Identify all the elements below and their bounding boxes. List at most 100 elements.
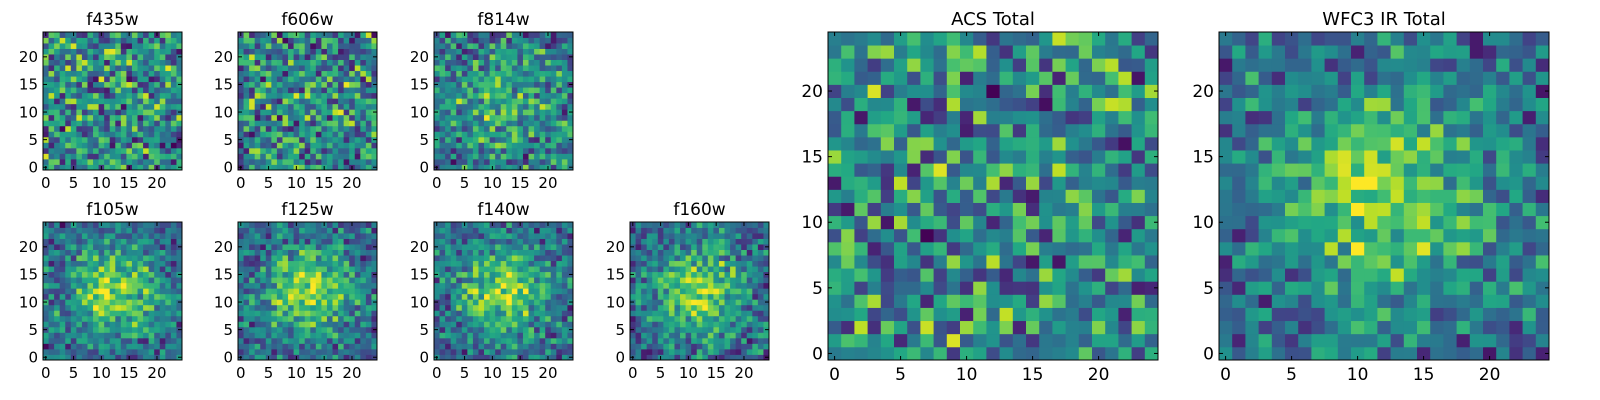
heatmap-cell: [652, 244, 659, 250]
heatmap-cell: [528, 32, 535, 38]
heatmap-cell: [528, 87, 535, 94]
heatmap-cell: [59, 54, 66, 60]
heatmap-cell: [148, 81, 155, 88]
heatmap-cell: [973, 294, 987, 308]
heatmap-cell: [763, 222, 770, 228]
heatmap-cell: [668, 310, 675, 317]
heatmap-cell: [109, 282, 116, 289]
heatmap-cell: [293, 255, 300, 262]
heatmap-cell: [371, 87, 378, 94]
heatmap-cell: [456, 59, 463, 66]
heatmap-cell: [304, 332, 311, 339]
heatmap-cell: [561, 244, 568, 250]
heatmap-cell: [321, 244, 328, 250]
heatmap-cell: [254, 164, 261, 171]
heatmap-cell: [238, 48, 244, 55]
heatmap-cell: [867, 268, 882, 282]
heatmap-cell: [326, 125, 333, 132]
heatmap-cell: [159, 348, 166, 355]
heatmap-cell: [288, 43, 294, 49]
heatmap-cell: [343, 315, 350, 322]
heatmap-cell: [735, 233, 742, 239]
heatmap-cell: [326, 48, 333, 55]
heatmap-cell: [484, 326, 490, 333]
heatmap-cell: [439, 310, 446, 317]
heatmap-cell: [1052, 333, 1066, 348]
heatmap-cell: [238, 348, 244, 355]
heatmap-cell: [360, 92, 367, 99]
heatmap-cell: [104, 326, 111, 333]
heatmap-cell: [467, 238, 474, 245]
heatmap-cell: [561, 299, 568, 306]
heatmap-cell: [1078, 281, 1093, 295]
heatmap-cell: [354, 244, 361, 250]
heatmap-cell: [332, 158, 339, 165]
heatmap-cell: [170, 92, 177, 99]
heatmap-cell: [439, 92, 446, 99]
heatmap-cell: [126, 131, 133, 138]
heatmap-cell: [109, 103, 116, 110]
heatmap-cell: [478, 304, 485, 311]
heatmap-cell: [946, 228, 961, 243]
heatmap-cell: [506, 65, 513, 72]
heatmap-cell: [478, 244, 485, 250]
heatmap-cell: [652, 354, 659, 361]
heatmap-cell: [854, 307, 868, 322]
heatmap-cell: [70, 288, 77, 295]
heatmap-cell: [472, 43, 479, 49]
heatmap-cell: [567, 114, 574, 121]
heatmap-cell: [506, 43, 513, 49]
heatmap-cell: [500, 304, 507, 311]
heatmap-cell: [461, 310, 468, 317]
heatmap-cell: [65, 277, 72, 284]
heatmap-cell: [109, 277, 116, 284]
heatmap-cell: [109, 87, 116, 94]
heatmap-cell: [304, 299, 311, 306]
heatmap-cell: [528, 65, 535, 72]
heatmap-cell: [500, 109, 507, 116]
heatmap-cell: [894, 320, 908, 335]
heatmap-cell: [371, 321, 378, 328]
heatmap-cell: [511, 238, 518, 245]
heatmap-cell: [933, 346, 948, 361]
heatmap-cell: [304, 271, 311, 278]
heatmap-cell: [517, 109, 524, 116]
heatmap-cell: [343, 249, 350, 256]
heatmap-cell: [500, 348, 507, 355]
heatmap-cell: [657, 244, 664, 250]
heatmap-cell: [115, 337, 122, 344]
heatmap-cell: [137, 142, 144, 149]
heatmap-cell: [522, 48, 529, 55]
heatmap-cell: [506, 321, 513, 328]
heatmap-cell: [243, 114, 250, 121]
heatmap-cell: [271, 348, 278, 355]
heatmap-cell: [439, 238, 446, 245]
heatmap-cell: [528, 222, 535, 228]
heatmap-cell: [450, 238, 457, 245]
heatmap-cell: [109, 54, 116, 60]
heatmap-cell: [265, 37, 272, 44]
heatmap-cell: [271, 260, 278, 267]
heatmap-cell: [371, 65, 378, 72]
heatmap-cell: [349, 142, 356, 149]
heatmap-cell: [304, 354, 311, 361]
heatmap-cell: [159, 266, 166, 273]
heatmap-cell: [304, 266, 311, 273]
heatmap-cell: [894, 241, 908, 256]
heatmap-cell: [467, 282, 474, 289]
heatmap-cell: [165, 59, 172, 66]
heatmap-cell: [696, 332, 703, 339]
heatmap-cell: [360, 37, 367, 44]
heatmap-cell: [143, 222, 150, 228]
heatmap-cell: [445, 54, 452, 60]
heatmap-cell: [630, 233, 636, 239]
heatmap-cell: [131, 304, 138, 311]
heatmap-cell: [59, 293, 66, 300]
heatmap-cell: [484, 76, 490, 83]
heatmap-cell: [685, 321, 692, 328]
heatmap-cell: [59, 238, 66, 245]
heatmap-cell: [489, 59, 496, 66]
heatmap-cell: [1039, 150, 1053, 164]
heatmap-cell: [746, 260, 753, 267]
heatmap-cell: [293, 315, 300, 322]
